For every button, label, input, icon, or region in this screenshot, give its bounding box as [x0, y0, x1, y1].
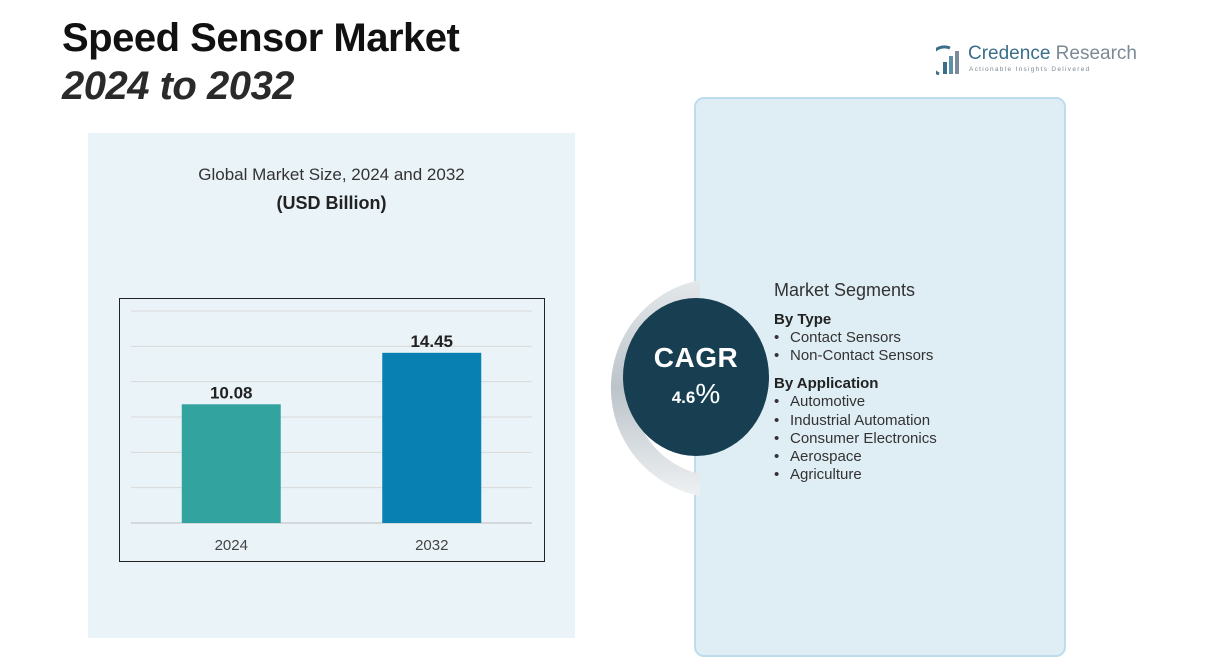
market-size-bar-chart: 10.08 2024 14.45 2032 — [119, 298, 545, 562]
segment-item: Consumer Electronics — [774, 430, 937, 448]
market-size-panel: Global Market Size, 2024 and 2032 (USD B… — [88, 133, 575, 638]
cagr-label: CAGR — [653, 342, 739, 373]
segment-item: Aerospace — [774, 448, 937, 466]
segment-item: Non-Contact Sensors — [774, 347, 937, 365]
segment-group-title: By Type — [774, 311, 832, 328]
page-subtitle-years: 2024 to 2032 — [62, 64, 294, 108]
data-label-2032: 14.45 — [410, 332, 453, 351]
segment-item: Agriculture — [774, 466, 937, 484]
chart-unit-label: (USD Billion) — [276, 193, 387, 213]
bar-chart-logo-icon — [936, 45, 959, 76]
segment-group-title: By Application — [774, 375, 879, 393]
segment-item: Automotive — [774, 393, 937, 411]
tick-label-2024: 2024 — [215, 537, 248, 554]
segment-item: Industrial Automation — [774, 412, 937, 430]
data-label-2024: 10.08 — [210, 383, 253, 402]
logo-wordmark: Credence Research — [968, 43, 1137, 64]
segment-group-application: By Application Automotive Industrial Aut… — [774, 375, 937, 484]
segment-item: Contact Sensors — [774, 329, 937, 347]
cagr-value: 4.6% — [671, 378, 721, 409]
tick-label-2032: 2032 — [415, 537, 448, 554]
chart-title: Global Market Size, 2024 and 2032 — [198, 165, 465, 184]
cagr-circle — [623, 298, 769, 456]
chart-frame — [119, 298, 545, 562]
bar-2024 — [181, 404, 281, 523]
bar-2032 — [382, 352, 482, 523]
bars: 10.08 2024 14.45 2032 — [181, 332, 482, 554]
page-title: Speed Sensor Market — [62, 16, 460, 60]
cagr-ring-decoration — [610, 280, 700, 496]
segments-heading: Market Segments — [774, 280, 916, 300]
logo-tagline: Actionable Insights Delivered — [969, 66, 1091, 73]
market-segments: Market Segments By Type Contact Sensors … — [774, 280, 937, 494]
segment-group-type: By Type Contact Sensors Non-Contact Sens… — [774, 311, 937, 365]
company-logo: Credence Research Actionable Insights De… — [936, 42, 1137, 78]
